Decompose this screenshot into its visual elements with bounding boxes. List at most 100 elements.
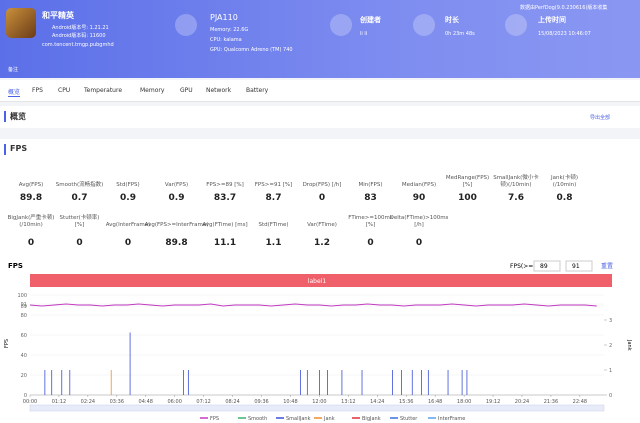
y2-tick-label: 3 (609, 318, 612, 324)
y-tick-label: 80 (21, 313, 27, 319)
tab[interactable]: CPU (58, 87, 71, 94)
stat-value: 0 (124, 238, 132, 248)
x-tick-label: 01:12 (52, 399, 66, 405)
stat-label: Avg(InterFrame) (105, 222, 151, 228)
legend-label[interactable]: Smooth (248, 416, 267, 422)
band-label: label1 (308, 278, 327, 285)
legend-label[interactable]: InterFrame (438, 416, 465, 422)
x-tick-label: 12:00 (312, 399, 326, 405)
legend-label[interactable]: Stutter (400, 416, 418, 422)
legend-label[interactable]: Jank (323, 416, 335, 422)
duration-label: 时长 (445, 16, 459, 24)
x-tick-label: 06:00 (167, 399, 181, 405)
stat-value: 1.2 (314, 238, 330, 248)
stat-label: Avg(FPS) (18, 182, 44, 188)
stat-label: FTime>=100ms [%] (348, 215, 393, 228)
creator: li li (360, 31, 368, 37)
overview-title: 概览 (10, 112, 26, 121)
cpu: CPU: kalama (210, 37, 242, 43)
app-version: Android版本号: 1.21.21 (52, 25, 109, 31)
stat-value: 1.1 (265, 238, 282, 248)
legend-label[interactable]: BigJank (362, 416, 381, 422)
reset[interactable]: 重置 (601, 262, 613, 270)
input[interactable] (565, 260, 593, 272)
tab[interactable]: Memory (140, 87, 165, 94)
source: 数据由PerfDog(9.0.230616)版本收集 (520, 5, 608, 11)
legend-label[interactable]: FPS (210, 416, 219, 422)
fps-line (29, 303, 597, 307)
stat-label: Delta(FTime)>100ms [/h] (389, 215, 449, 228)
app-icon (6, 8, 36, 38)
x-tick-label: 04:48 (139, 399, 153, 405)
x-tick-label: 18:00 (457, 399, 471, 405)
x-tick-label: 10:48 (283, 399, 297, 405)
overview-card: 概览 导出全部 (0, 106, 640, 128)
stat-value: 7.6 (508, 193, 524, 203)
x-tick-label: 19:12 (486, 399, 500, 405)
input[interactable] (533, 260, 561, 272)
stat-label: Drop(FPS) [/h] (302, 182, 342, 188)
stat-label: FPS>=89 [%] (206, 182, 244, 188)
accent (4, 111, 6, 122)
y-tick-label: 20 (21, 373, 27, 379)
stat-value: 0 (76, 238, 83, 248)
tab[interactable]: Network (206, 87, 232, 94)
stat-value: 90 (412, 193, 426, 203)
device: PJA110 (210, 13, 238, 22)
y-tick-label: 100 (17, 293, 27, 299)
y2-tick-label: 1 (609, 368, 612, 374)
chart-title: FPS (8, 262, 23, 270)
threshold-high: 91 (572, 263, 580, 270)
scrollbar[interactable] (29, 404, 605, 412)
gpu: GPU: Qualcomn Adreno (TM) 740 (210, 47, 293, 53)
header: 和平精英 Android版本号: 1.21.21 Android版本码: 116… (0, 0, 640, 78)
accent (4, 144, 6, 155)
tab[interactable]: GPU (180, 87, 193, 94)
x-tick-label: 00:00 (23, 399, 37, 405)
creator-label: 创建者 (360, 16, 381, 24)
stat-value: 11.1 (213, 238, 237, 248)
export[interactable]: 导出全部 (590, 115, 611, 121)
stat-label: Var(FPS) (164, 182, 189, 188)
x-tick-label: 22:48 (573, 399, 587, 405)
y2-tick-label: 0 (609, 393, 612, 399)
stat-label: Smooth(流畅指数) (55, 182, 104, 188)
stat-value: 89.8 (165, 238, 188, 248)
legend-label[interactable]: SmallJank (286, 416, 311, 422)
stat-label: BigJank(严重卡顿)(/10min) (7, 215, 55, 228)
duration: 0h 23m 48s (445, 31, 475, 37)
x-tick-label: 16:48 (428, 399, 442, 405)
y-tick-label: 89 (21, 304, 27, 310)
tab[interactable]: Battery (246, 87, 269, 94)
y-label: FPS (4, 339, 10, 348)
label-band (30, 274, 612, 287)
tab[interactable]: Temperature (84, 87, 123, 94)
stat-value: 0.7 (71, 193, 88, 203)
stat-label: FPS>=91 [%] (254, 182, 293, 188)
x-tick-label: 09:36 (254, 399, 268, 405)
stat-value: 89.8 (19, 193, 43, 203)
memory: Memory: 22.6G (210, 27, 249, 33)
y2-label: Jank (626, 339, 632, 351)
threshold-label: FPS(>=) (510, 263, 536, 270)
fps-chart: FPS FPS(>=) 89 91 重置label1020406080899110001… (4, 260, 632, 422)
stat-label: Avg(FTime) [ms] (202, 222, 248, 228)
creator-icon (330, 14, 352, 36)
stat-value: 0.9 (120, 193, 136, 203)
stat-value: 0 (367, 238, 374, 248)
x-tick-label: 21:36 (544, 399, 558, 405)
stat-label: MedRange(FPS)[%] (445, 175, 490, 188)
x-tick-label: 07:12 (196, 399, 210, 405)
package: com.tencent.tmgp.pubgmhd (42, 42, 114, 48)
stat-value: 83.7 (213, 193, 237, 203)
tab[interactable]: FPS (32, 87, 43, 94)
note[interactable]: 备注 (8, 67, 19, 73)
stat-label: Var(FTime) (307, 222, 337, 228)
stat-value: 100 (458, 193, 477, 203)
x-tick-label: 08:24 (225, 399, 239, 405)
y-tick-label: 91 (21, 302, 27, 308)
x-tick-label: 02:24 (81, 399, 95, 405)
x-tick-label: 03:36 (110, 399, 124, 405)
tab[interactable]: 概览 (8, 89, 21, 97)
stat-value: 0 (318, 193, 326, 203)
